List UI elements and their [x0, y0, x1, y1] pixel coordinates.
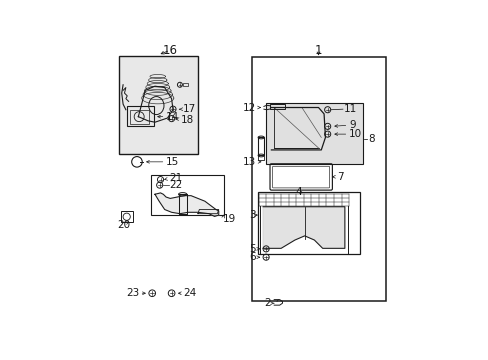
Bar [269, 104, 285, 109]
Bar [258, 138, 264, 156]
Text: 6: 6 [249, 252, 255, 262]
Text: 12: 12 [243, 103, 256, 113]
Bar [130, 110, 149, 123]
Bar [183, 83, 187, 86]
Text: 7: 7 [336, 172, 343, 182]
Text: 19: 19 [223, 214, 236, 224]
Text: 24: 24 [183, 288, 196, 298]
Bar [257, 192, 359, 254]
Text: 10: 10 [348, 129, 362, 139]
Text: 4: 4 [294, 186, 301, 197]
Text: 11: 11 [343, 104, 356, 114]
Text: 8: 8 [367, 134, 374, 144]
Text: 3: 3 [248, 210, 255, 220]
Text: 22: 22 [168, 180, 182, 190]
Text: 1: 1 [314, 44, 322, 57]
Bar [265, 103, 362, 164]
Bar [251, 57, 386, 301]
Text: 17: 17 [183, 104, 196, 114]
Text: 20: 20 [117, 220, 130, 230]
Bar [265, 103, 362, 164]
Text: 23: 23 [126, 288, 139, 298]
Bar [119, 56, 198, 154]
Text: 18: 18 [181, 115, 194, 125]
Text: 14: 14 [166, 112, 179, 122]
Text: 9: 9 [348, 120, 355, 130]
Bar [150, 175, 224, 215]
Polygon shape [263, 207, 344, 248]
Polygon shape [155, 193, 218, 216]
Bar [121, 211, 132, 222]
Text: 5: 5 [249, 244, 255, 254]
Text: 16: 16 [163, 44, 177, 57]
Text: 2: 2 [264, 298, 270, 308]
Text: 13: 13 [243, 157, 256, 167]
Text: 21: 21 [168, 173, 182, 183]
Text: 15: 15 [166, 157, 179, 167]
Bar [127, 105, 153, 126]
